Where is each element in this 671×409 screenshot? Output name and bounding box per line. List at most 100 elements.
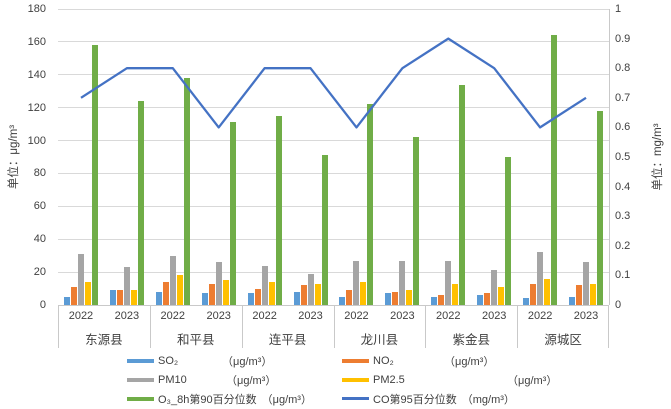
- bar-1: [201, 293, 208, 305]
- category-separator: [517, 305, 519, 348]
- bar-4: [176, 275, 183, 305]
- right-axis-tick: 0.4: [615, 180, 631, 193]
- legend-item-o3: O₃_8h第90百分位数 （μg/m³）: [127, 392, 342, 406]
- bar-5: [597, 110, 604, 305]
- bar-4: [268, 281, 275, 305]
- category-separator: [333, 305, 335, 348]
- gridline: [58, 205, 609, 207]
- legend-label: PM2.5: [373, 373, 405, 386]
- bar-2: [530, 283, 537, 305]
- bar-5: [275, 115, 282, 305]
- bar-2: [208, 283, 215, 305]
- year-label: 2022: [68, 310, 94, 322]
- left-axis-tick: 140: [27, 68, 46, 81]
- right-axis-line: [609, 9, 610, 305]
- bar-1: [247, 293, 254, 305]
- bar-3: [169, 255, 176, 305]
- left-axis-tick: 120: [27, 101, 46, 114]
- year-label: 2023: [573, 310, 599, 322]
- right-axis-tick: 0.7: [615, 91, 631, 104]
- gridline: [58, 74, 609, 76]
- county-label: 龙川县: [360, 333, 399, 347]
- legend-label: PM10: [158, 373, 187, 386]
- year-label: 2023: [114, 310, 140, 322]
- bar-5: [183, 78, 190, 305]
- gridline: [58, 140, 609, 142]
- bar-1: [293, 291, 300, 305]
- left-axis-tick: 100: [27, 134, 46, 147]
- bar-4: [84, 281, 91, 305]
- left-axis-tick: 180: [27, 3, 46, 15]
- bar-5: [551, 35, 558, 305]
- legend-unit: （μg/m³）: [222, 355, 273, 368]
- legend-label: NO₂: [373, 354, 394, 367]
- category-separator: [608, 305, 609, 348]
- county-label: 连平县: [268, 333, 307, 347]
- category-separator: [58, 305, 59, 348]
- right-axis-tick: 0.2: [615, 239, 631, 252]
- legend-item-pm25: PM2.5 （μg/m³）: [342, 373, 597, 387]
- bar-3: [123, 267, 130, 305]
- bar-3: [77, 254, 84, 305]
- legend-unit: （μg/m³）: [507, 374, 558, 387]
- year-label: 2022: [160, 310, 186, 322]
- legend-unit: （μg/m³）: [444, 355, 495, 368]
- right-axis-tick: 0.3: [615, 210, 631, 223]
- year-label: 2023: [206, 310, 231, 322]
- bar-4: [314, 283, 321, 305]
- right-axis-title: 单位：mg/m³: [652, 123, 664, 191]
- bar-2: [484, 293, 491, 305]
- legend-item-no2: NO₂ （μg/m³）: [342, 354, 597, 368]
- right-axis-tick: 0.9: [615, 32, 631, 45]
- bar-1: [109, 290, 116, 305]
- bar-1: [63, 296, 70, 305]
- year-label: 2023: [298, 310, 323, 322]
- left-axis-tick: 160: [27, 35, 46, 48]
- bar-5: [505, 157, 512, 305]
- bar-2: [162, 281, 169, 305]
- year-label: 2022: [527, 310, 553, 322]
- bar-5: [459, 84, 466, 305]
- bar-5: [367, 104, 374, 305]
- bar-5: [137, 101, 144, 305]
- category-separator: [425, 305, 427, 348]
- gridline: [58, 238, 609, 240]
- co-swatch-icon: [342, 397, 369, 400]
- legend-unit: （mg/m³）: [461, 393, 515, 406]
- legend-item-pm10: PM10 （μg/m³）: [127, 373, 342, 387]
- bar-1: [523, 298, 530, 305]
- pm10-swatch-icon: [127, 377, 154, 382]
- right-axis-tick: 0.1: [615, 269, 631, 282]
- left-axis-tick: 20: [33, 266, 46, 279]
- county-label: 和平县: [176, 333, 215, 347]
- bar-3: [491, 270, 498, 305]
- county-label: 源城区: [544, 333, 582, 347]
- bar-2: [438, 295, 445, 305]
- gridline: [58, 41, 609, 43]
- pm25-swatch-icon: [342, 377, 369, 382]
- bar-2: [392, 291, 399, 305]
- bar-2: [576, 285, 583, 305]
- bar-1: [477, 295, 484, 305]
- bar-3: [353, 260, 360, 305]
- right-axis-tick: 0.8: [615, 62, 631, 75]
- bar-4: [498, 286, 505, 305]
- so2-swatch-icon: [127, 358, 154, 363]
- bar-4: [544, 278, 551, 305]
- year-label: 2022: [436, 310, 461, 322]
- category-separator: [149, 305, 151, 348]
- legend-item-co: CO第95百分位数 （mg/m³）: [342, 392, 597, 406]
- bar-2: [254, 288, 261, 305]
- bar-4: [130, 290, 137, 305]
- no2-swatch-icon: [342, 358, 369, 363]
- legend-label: CO第95百分位数: [373, 393, 457, 406]
- gridline: [58, 172, 609, 174]
- left-axis-tick: 40: [33, 233, 46, 246]
- county-label: 东源县: [85, 333, 123, 347]
- bar-3: [261, 265, 268, 305]
- right-axis-tick: 0: [615, 299, 622, 311]
- legend: SO₂ （μg/m³） NO₂ （μg/m³） PM10 （μg/m³） PM2…: [127, 354, 597, 406]
- bar-2: [300, 285, 307, 305]
- bar-2: [116, 290, 123, 305]
- right-axis-tick: 0.5: [615, 151, 631, 163]
